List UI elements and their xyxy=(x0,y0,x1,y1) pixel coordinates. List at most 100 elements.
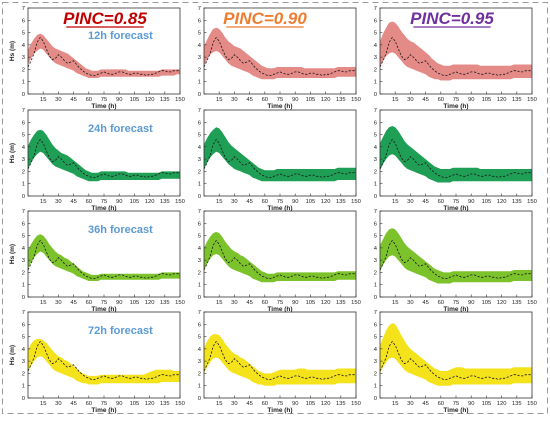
y-tick-label: 3 xyxy=(22,359,25,365)
x-tick-label: 135 xyxy=(336,401,346,407)
x-tick-label: 135 xyxy=(160,401,170,407)
x-tick-label: 30 xyxy=(55,300,61,306)
x-axis-label: Time (h) xyxy=(443,103,468,110)
x-tick-label: 90 xyxy=(468,199,474,205)
x-tick-label: 30 xyxy=(55,97,61,103)
y-tick-label: 2 xyxy=(198,371,201,377)
x-tick-label: 75 xyxy=(453,97,459,103)
x-tick-label: 150 xyxy=(351,97,361,103)
y-tick-label: 6 xyxy=(198,120,201,126)
x-tick-label: 105 xyxy=(306,401,316,407)
y-tick-label: 1 xyxy=(198,80,201,86)
x-tick-label: 135 xyxy=(336,97,346,103)
figure-border xyxy=(2,2,548,414)
y-tick-label: 5 xyxy=(198,31,201,37)
observed-line xyxy=(27,239,180,280)
column-title: PINC=0.90 xyxy=(223,9,307,28)
y-tick-label: 4 xyxy=(374,145,378,151)
x-tick-label: 120 xyxy=(321,97,331,103)
x-tick-label: 75 xyxy=(101,401,107,407)
y-tick-label: 7 xyxy=(198,310,201,316)
y-axis-label: Hs (m) xyxy=(9,345,16,365)
y-tick-label: 6 xyxy=(374,322,377,328)
y-tick-label: 7 xyxy=(374,6,377,12)
x-tick-label: 120 xyxy=(497,401,507,407)
y-tick-label: 4 xyxy=(198,145,202,151)
x-tick-label: 105 xyxy=(130,300,140,306)
y-tick-label: 3 xyxy=(22,157,25,163)
x-tick-label: 60 xyxy=(438,97,444,103)
y-tick-label: 2 xyxy=(374,169,377,175)
x-tick-label: 45 xyxy=(246,97,252,103)
x-tick-label: 75 xyxy=(101,300,107,306)
x-axis-label: Time (h) xyxy=(91,306,116,313)
x-axis-label: Time (h) xyxy=(267,306,292,313)
y-tick-label: 7 xyxy=(22,6,25,12)
y-tick-label: 5 xyxy=(374,133,377,139)
y-tick-label: 3 xyxy=(374,55,377,61)
x-tick-label: 15 xyxy=(40,300,46,306)
row-label: 36h forecast xyxy=(88,224,153,236)
y-tick-label: 4 xyxy=(374,43,378,49)
x-tick-label: 135 xyxy=(512,199,522,205)
y-tick-label: 5 xyxy=(198,335,201,341)
x-tick-label: 105 xyxy=(482,97,492,103)
prediction-interval-band xyxy=(28,33,180,78)
y-tick-label: 6 xyxy=(198,18,201,24)
x-tick-label: 60 xyxy=(86,97,92,103)
observed-line xyxy=(203,138,356,179)
y-tick-label: 7 xyxy=(22,108,25,114)
y-tick-label: 7 xyxy=(374,310,377,316)
x-tick-label: 60 xyxy=(86,401,92,407)
x-tick-label: 15 xyxy=(40,97,46,103)
x-tick-label: 15 xyxy=(216,97,222,103)
x-tick-label: 15 xyxy=(216,300,222,306)
x-tick-label: 105 xyxy=(130,199,140,205)
x-tick-label: 60 xyxy=(438,199,444,205)
y-tick-label: 0 xyxy=(22,92,25,98)
x-tick-label: 75 xyxy=(101,199,107,205)
y-tick-label: 5 xyxy=(198,133,201,139)
x-tick-label: 150 xyxy=(351,199,361,205)
x-tick-label: 105 xyxy=(482,300,492,306)
y-tick-label: 1 xyxy=(22,384,25,390)
observed-line xyxy=(379,239,532,280)
x-tick-label: 120 xyxy=(321,401,331,407)
y-tick-label: 2 xyxy=(374,371,377,377)
y-tick-label: 5 xyxy=(374,234,377,240)
x-tick-label: 45 xyxy=(246,401,252,407)
x-axis-label: Time (h) xyxy=(267,205,292,212)
x-tick-label: 90 xyxy=(292,300,298,306)
x-axis-label: Time (h) xyxy=(91,103,116,110)
x-tick-label: 45 xyxy=(422,401,428,407)
x-tick-label: 105 xyxy=(306,199,316,205)
y-tick-label: 7 xyxy=(198,108,201,114)
x-tick-label: 75 xyxy=(277,97,283,103)
observed-line xyxy=(203,239,356,280)
prediction-interval-band xyxy=(380,21,532,81)
y-tick-label: 3 xyxy=(22,258,25,264)
x-tick-label: 30 xyxy=(231,97,237,103)
y-tick-label: 6 xyxy=(374,221,377,227)
x-tick-label: 135 xyxy=(512,401,522,407)
x-tick-label: 135 xyxy=(512,97,522,103)
x-tick-label: 90 xyxy=(116,300,122,306)
x-tick-label: 135 xyxy=(336,199,346,205)
x-tick-label: 120 xyxy=(145,300,155,306)
y-tick-label: 7 xyxy=(374,209,377,215)
y-tick-label: 4 xyxy=(22,347,26,353)
y-tick-label: 2 xyxy=(22,371,25,377)
x-tick-label: 135 xyxy=(160,300,170,306)
y-tick-label: 2 xyxy=(22,270,25,276)
y-tick-label: 1 xyxy=(22,182,25,188)
x-tick-label: 90 xyxy=(116,401,122,407)
y-tick-label: 4 xyxy=(22,145,26,151)
y-tick-label: 7 xyxy=(22,310,25,316)
y-tick-label: 6 xyxy=(22,221,25,227)
x-axis-label: Time (h) xyxy=(443,407,468,414)
y-tick-label: 1 xyxy=(198,384,201,390)
x-tick-label: 75 xyxy=(453,401,459,407)
